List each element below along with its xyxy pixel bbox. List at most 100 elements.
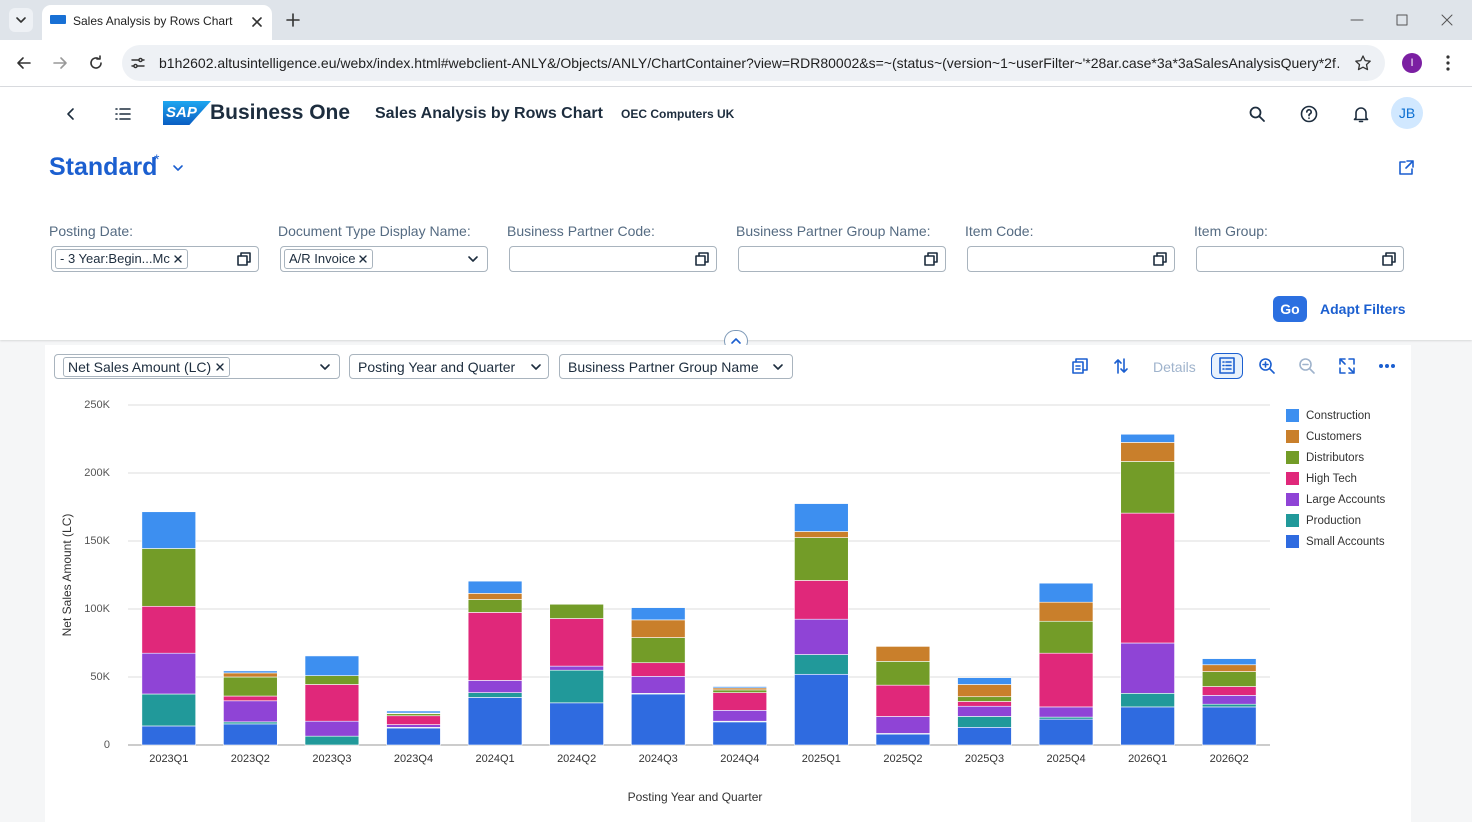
notifications-part <box>1353 107 1369 123</box>
omnibox[interactable]: b1h2602.altusintelligence.eu/webx/index.… <box>122 45 1385 81</box>
legend-swatch[interactable] <box>1286 430 1299 443</box>
legend-label[interactable]: High Tech <box>1306 473 1357 485</box>
favicon <box>50 15 66 24</box>
bar-segment <box>712 686 768 689</box>
bar-segment <box>630 693 686 746</box>
legend-label[interactable]: Distributors <box>1306 452 1364 464</box>
chart-type-part <box>1072 361 1084 374</box>
measure-select[interactable]: Net Sales Amount (LC) <box>54 354 340 379</box>
variant-name[interactable]: Standard <box>49 153 158 181</box>
legend-toggle[interactable] <box>1211 353 1243 379</box>
chart: Posting Year and Quarter Net Sales Amoun… <box>60 399 1386 804</box>
icon-part <box>731 338 741 344</box>
legend-swatch[interactable] <box>1286 451 1299 464</box>
new-tab[interactable] <box>285 12 301 28</box>
close-window-part <box>1441 14 1453 26</box>
browser-menu[interactable] <box>1440 54 1456 72</box>
profile[interactable]: I <box>1402 53 1422 73</box>
close-window[interactable] <box>1439 12 1455 28</box>
sort[interactable] <box>1112 357 1130 375</box>
share[interactable] <box>1397 159 1415 177</box>
forward-part <box>53 57 67 69</box>
zoom-out-part <box>1299 358 1312 371</box>
legend-swatch[interactable] <box>1286 493 1299 506</box>
nav-back[interactable] <box>62 105 80 123</box>
dropdown[interactable] <box>317 359 333 375</box>
zoom-in[interactable] <box>1258 357 1276 375</box>
help[interactable] <box>1300 105 1318 123</box>
legend-swatch[interactable] <box>1286 409 1299 422</box>
dropdown[interactable] <box>465 251 481 267</box>
value-help[interactable] <box>923 251 939 267</box>
legend-label[interactable]: Production <box>1306 515 1361 527</box>
bar-segment <box>141 693 197 727</box>
menu[interactable] <box>114 105 132 123</box>
bar-segment <box>386 724 441 728</box>
value-help[interactable] <box>1381 251 1397 267</box>
filter-token[interactable]: A/R Invoice <box>284 249 374 269</box>
filter-token[interactable]: - 3 Year:Begin...Mc <box>55 249 188 269</box>
dimension-select[interactable]: Posting Year and Quarter <box>349 354 549 379</box>
legend-label[interactable]: Large Accounts <box>1306 494 1386 506</box>
notifications[interactable] <box>1352 105 1370 123</box>
more[interactable] <box>1378 358 1396 374</box>
bar-segment <box>549 603 604 619</box>
token-remove[interactable] <box>215 362 225 372</box>
token-remove[interactable] <box>173 254 183 264</box>
bar-segment <box>141 652 197 695</box>
token-remove[interactable] <box>358 254 368 264</box>
legend-label[interactable]: Small Accounts <box>1306 536 1385 548</box>
go-button[interactable]: Go <box>1273 296 1307 322</box>
dropdown[interactable] <box>528 359 544 375</box>
bar-segment <box>141 511 197 549</box>
dropdown[interactable] <box>770 359 786 375</box>
icon <box>1219 357 1235 374</box>
tab-search[interactable] <box>9 8 33 32</box>
legend-swatch[interactable] <box>1286 472 1299 485</box>
site-info[interactable] <box>130 55 146 71</box>
search[interactable] <box>1248 105 1266 123</box>
bar-segment <box>467 680 523 693</box>
filter-label: Item Group: <box>1194 223 1268 239</box>
active-tab[interactable]: Sales Analysis by Rows Chart <box>42 5 272 40</box>
legend-swatch[interactable] <box>1286 535 1299 548</box>
avatar[interactable]: JB <box>1391 97 1423 129</box>
icon-part <box>1219 357 1235 374</box>
minimize[interactable] <box>1349 12 1365 28</box>
value-help[interactable] <box>694 251 710 267</box>
filter-input[interactable] <box>509 246 717 272</box>
fullscreen[interactable] <box>1338 357 1356 375</box>
legend-label[interactable]: Customers <box>1306 431 1362 443</box>
back[interactable] <box>15 54 33 72</box>
value-help-part <box>237 255 248 266</box>
maximize[interactable] <box>1394 12 1410 28</box>
value-help[interactable] <box>1152 251 1168 267</box>
token-text: A/R Invoice <box>289 251 356 266</box>
adapt-filters[interactable]: Adapt Filters <box>1320 301 1406 317</box>
variant-menu[interactable] <box>170 160 186 176</box>
filter-input[interactable]: A/R Invoice <box>280 246 488 272</box>
bar-segment <box>957 727 1012 746</box>
tab-close[interactable] <box>249 14 265 30</box>
filter-input[interactable] <box>967 246 1175 272</box>
bar-segment <box>304 684 360 722</box>
filter-input[interactable] <box>1196 246 1404 272</box>
filter-input[interactable]: - 3 Year:Begin...Mc <box>51 246 259 272</box>
bar-segment <box>1120 433 1175 443</box>
zoom-out[interactable] <box>1298 357 1316 375</box>
chart-type[interactable] <box>1071 357 1089 375</box>
legend-label[interactable]: Construction <box>1306 410 1371 422</box>
bar-segment <box>467 580 523 594</box>
bar-segment <box>712 710 768 722</box>
tab-close-part <box>252 17 262 27</box>
bookmark[interactable] <box>1354 54 1372 72</box>
reload[interactable] <box>87 54 105 72</box>
forward[interactable] <box>51 54 69 72</box>
filter-input[interactable] <box>738 246 946 272</box>
legend-swatch[interactable] <box>1286 514 1299 527</box>
fullscreen-part <box>1339 358 1355 374</box>
value-help[interactable] <box>236 251 252 267</box>
details[interactable]: Details <box>1153 359 1196 375</box>
series-select[interactable]: Business Partner Group Name <box>559 354 793 379</box>
bar-segment <box>957 684 1012 698</box>
